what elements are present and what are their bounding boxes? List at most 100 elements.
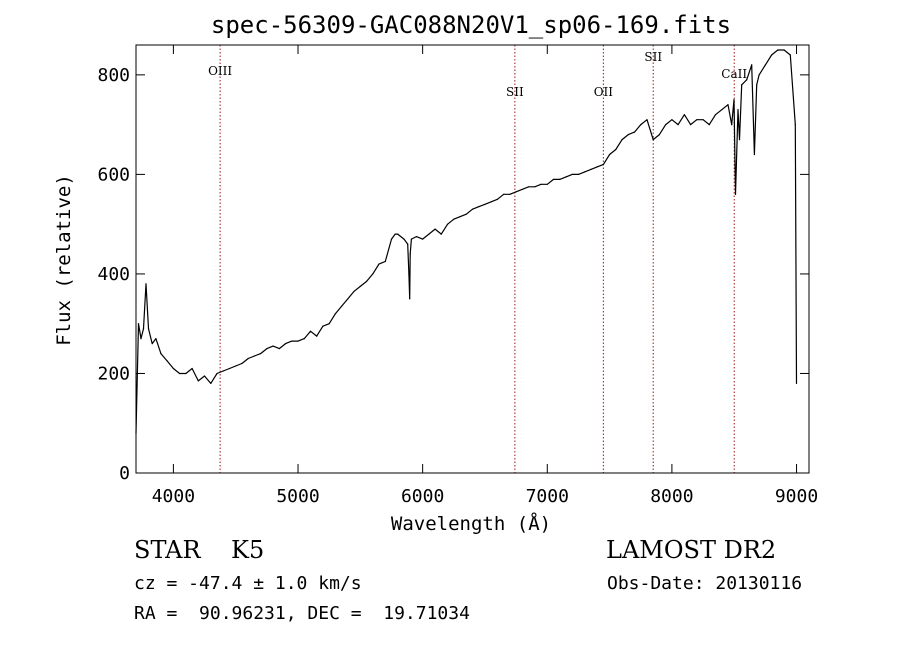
x-tick-label: 7000 bbox=[526, 486, 569, 507]
spectrum-point bbox=[322, 325, 324, 327]
spectrum-point bbox=[434, 228, 436, 230]
spectrum-point bbox=[509, 193, 511, 195]
spectrum-point bbox=[746, 79, 748, 81]
y-axis-label: Flux (relative) bbox=[53, 174, 75, 346]
spectral-line-markers: OIII SII OII SII CaII bbox=[208, 45, 747, 473]
spectrum-point bbox=[453, 218, 455, 220]
spectrum-point bbox=[285, 343, 287, 345]
spectrum-point bbox=[272, 345, 274, 347]
spectrum-point bbox=[407, 243, 409, 245]
spectrum-point bbox=[145, 283, 147, 285]
spectrum-point bbox=[260, 353, 262, 355]
object-class-label: STAR K5 bbox=[134, 536, 265, 564]
spectrum-point bbox=[241, 362, 243, 365]
spectrum-point bbox=[191, 367, 193, 370]
spectrum-point bbox=[658, 134, 661, 136]
spectrum-point bbox=[478, 206, 480, 208]
spectrum-point bbox=[297, 340, 299, 342]
spectrum-point bbox=[794, 124, 796, 126]
spectrum-point bbox=[615, 148, 617, 151]
spectrum-point bbox=[633, 131, 636, 133]
spectrum-point bbox=[334, 313, 336, 315]
spectrum-point bbox=[341, 305, 343, 307]
spectral-line-label: OIII bbox=[208, 64, 232, 78]
spectrum-point bbox=[353, 290, 355, 292]
spectrum-point bbox=[795, 382, 798, 384]
spectrum-point bbox=[521, 188, 524, 190]
x-tick-label: 9000 bbox=[775, 486, 818, 507]
spectrum-point bbox=[422, 238, 424, 240]
spectrum-point bbox=[731, 124, 733, 126]
spectrum-point bbox=[197, 380, 199, 382]
spectrum-point bbox=[390, 238, 393, 240]
spectrum-point bbox=[142, 328, 145, 330]
x-axis-label: Wavelength (Å) bbox=[391, 512, 551, 535]
spectrum-point bbox=[403, 238, 405, 240]
x-tick-label: 4000 bbox=[152, 486, 195, 507]
spectrum-point bbox=[540, 183, 542, 185]
spectral-line-label: SII bbox=[506, 85, 524, 99]
spectrum-point bbox=[640, 124, 642, 126]
survey-label: LAMOST DR2 bbox=[606, 536, 777, 564]
spectrum-point bbox=[584, 171, 586, 173]
chart-title: spec-56309-GAC088N20V1_sp06-169.fits bbox=[211, 11, 731, 39]
spectrum-point bbox=[235, 365, 237, 367]
spectrum-point bbox=[627, 134, 629, 136]
spectrum-point bbox=[203, 375, 206, 377]
spectrum-point bbox=[179, 372, 181, 375]
spectral-line-label: OII bbox=[594, 85, 614, 99]
spectrum-point bbox=[490, 201, 492, 203]
spectrum-point bbox=[278, 348, 280, 350]
spectrum-point bbox=[677, 124, 679, 126]
spectrum-point bbox=[394, 233, 396, 235]
spectrum-point bbox=[789, 54, 791, 56]
x-tick-label: 5000 bbox=[276, 486, 319, 507]
spectrum-point bbox=[316, 335, 318, 337]
y-tick-label: 400 bbox=[97, 264, 130, 285]
spectrum-point bbox=[708, 124, 710, 126]
spectrum-point bbox=[515, 191, 517, 193]
spectrum-point bbox=[291, 340, 293, 342]
spectrum-point bbox=[372, 273, 374, 275]
spectrum-point bbox=[777, 49, 779, 51]
spectrum-point bbox=[771, 54, 773, 56]
spectrum-point bbox=[384, 260, 386, 263]
spectrum-point bbox=[210, 382, 212, 384]
spectrum-point bbox=[753, 153, 756, 156]
spectrum-point bbox=[552, 178, 555, 180]
spectrum-point bbox=[266, 348, 268, 350]
spectrum-point bbox=[155, 338, 157, 340]
spectrum-point bbox=[546, 183, 548, 185]
spectrum-point bbox=[734, 193, 737, 195]
spectrum-point bbox=[366, 280, 368, 282]
spectrum-point bbox=[696, 119, 698, 121]
spectrum-point bbox=[621, 139, 623, 141]
spectrum-point bbox=[160, 353, 162, 355]
spectrum-point bbox=[410, 238, 412, 240]
y-tick-label: 800 bbox=[97, 65, 130, 86]
spectrum-point bbox=[328, 323, 330, 325]
spectrum-point bbox=[247, 357, 249, 360]
spectrum-point bbox=[671, 119, 673, 121]
spectrum-point bbox=[652, 139, 654, 141]
axis-ticks: 4000 5000 6000 7000 8000 9000 0 200 400 600 800 bbox=[97, 45, 818, 507]
spectrum-point bbox=[596, 166, 598, 168]
obs-date-label: Obs-Date: 20130116 bbox=[607, 573, 803, 594]
plot-frame bbox=[135, 44, 810, 474]
spectrum-point bbox=[690, 124, 692, 126]
spectrum-point bbox=[440, 233, 442, 235]
x-tick-label: 8000 bbox=[650, 486, 693, 507]
spectrum-point bbox=[665, 124, 667, 126]
y-tick-label: 600 bbox=[97, 164, 130, 185]
spectrum-point bbox=[309, 330, 312, 332]
spectrum-point bbox=[702, 119, 704, 121]
spectrum-point bbox=[756, 84, 758, 86]
spectrum-point bbox=[216, 372, 218, 375]
spectrum-point bbox=[738, 139, 741, 141]
spectrum-point bbox=[751, 64, 753, 66]
spectrum-point bbox=[646, 119, 648, 121]
spectrum-point bbox=[683, 114, 686, 116]
spectrum-point bbox=[714, 114, 717, 116]
spectrum-point bbox=[137, 323, 140, 325]
y-tick-label: 0 bbox=[119, 463, 130, 484]
